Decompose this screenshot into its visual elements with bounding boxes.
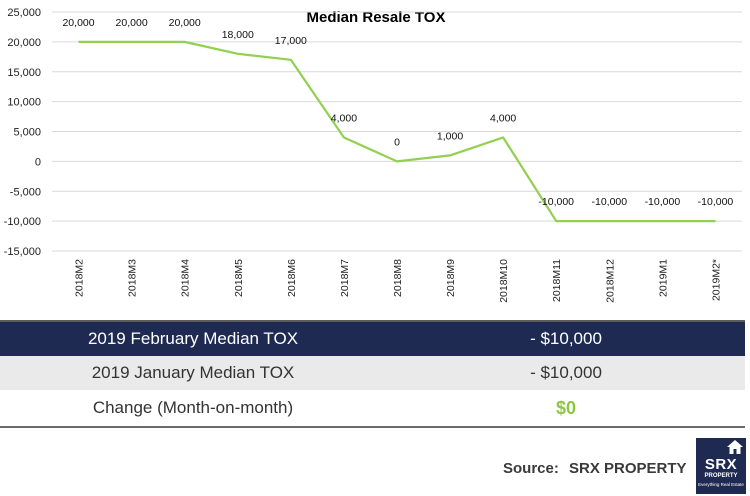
x-axis-ticks: 2018M2 2018M3 2018M4 2018M5 2018M6 2018M7 2018…: [74, 259, 723, 303]
grid-lines: [52, 11, 742, 252]
y-tick-label: -15,000: [4, 246, 41, 258]
logo-main-text: SRX: [704, 456, 738, 473]
summary-value-february: - $10,000: [530, 329, 602, 348]
data-label: -10,000: [698, 196, 734, 208]
x-tick-label: 2018M11: [551, 259, 563, 302]
data-label: 0: [394, 136, 400, 148]
x-tick-label: 2018M3: [127, 259, 139, 297]
logo-tagline: Everything Real Estate: [698, 482, 744, 487]
x-tick-label: 2018M7: [339, 259, 351, 297]
source-name: SRX PROPERTY: [569, 460, 687, 477]
chart-title: Median Resale TOX: [307, 9, 446, 26]
data-label: -10,000: [538, 196, 574, 208]
x-tick-label: 2019M1: [657, 259, 669, 297]
x-tick-label: 2018M5: [233, 259, 245, 297]
y-tick-label: -10,000: [4, 216, 41, 228]
data-label: 4,000: [490, 112, 516, 124]
x-tick-label: 2018M4: [180, 259, 192, 297]
x-tick-label: 2019M2*: [710, 259, 722, 301]
data-label: 17,000: [275, 35, 307, 47]
srx-logo: SRX PROPERTY Everything Real Estate: [696, 438, 746, 494]
x-tick-label: 2018M9: [445, 259, 457, 297]
summary-label-change: Change (Month-on-month): [92, 398, 294, 417]
x-tick-label: 2018M10: [498, 259, 510, 303]
data-label: 4,000: [331, 112, 357, 124]
summary-label-february: 2019 February Median TOX: [87, 329, 299, 348]
data-labels: 20,000 20,000 20,000 18,000 17,000 4,000 0 1,00…: [62, 17, 733, 208]
median-resale-tox-chart: Median Resale TOX 25,000 20,000 15,000 10,0…: [4, 7, 742, 303]
y-tick-label: -5,000: [10, 186, 41, 198]
house-icon: [727, 440, 743, 454]
data-label: 20,000: [116, 17, 148, 29]
data-label: 1,000: [437, 130, 463, 142]
data-label: 18,000: [222, 29, 254, 41]
x-tick-label: 2018M6: [286, 259, 298, 297]
summary-value-change: $0: [555, 398, 577, 418]
summary-label-january: 2019 January Median TOX: [91, 363, 295, 382]
data-label: 20,000: [169, 17, 201, 29]
summary-row-january: 2019 January Median TOX - $10,000: [0, 356, 745, 390]
x-tick-label: 2018M8: [392, 259, 404, 297]
x-tick-label: 2018M12: [604, 259, 616, 303]
summary-row-february: 2019 February Median TOX - $10,000: [0, 320, 745, 356]
y-tick-label: 15,000: [7, 67, 41, 79]
data-label: -10,000: [645, 196, 681, 208]
logo-sub-text: PROPERTY: [704, 473, 738, 479]
y-tick-label: 20,000: [7, 37, 41, 49]
y-tick-label: 25,000: [7, 7, 41, 19]
x-tick-label: 2018M2: [74, 259, 86, 297]
summary-row-change: Change (Month-on-month) $0: [0, 390, 745, 428]
series-line-group: [78, 40, 716, 223]
y-axis-ticks: 25,000 20,000 15,000 10,000 5,000 0 -5,000 -10,…: [4, 7, 41, 258]
data-label: 20,000: [62, 17, 94, 29]
y-tick-label: 0: [35, 156, 41, 168]
data-label: -10,000: [591, 196, 627, 208]
source-credit: Source: SRX PROPERTY: [503, 460, 687, 477]
summary-value-january: - $10,000: [530, 363, 602, 382]
y-tick-label: 10,000: [7, 97, 41, 109]
y-tick-label: 5,000: [13, 127, 41, 139]
source-label: Source:: [503, 460, 559, 477]
summary-table: 2019 February Median TOX - $10,000 2019 …: [0, 320, 745, 428]
